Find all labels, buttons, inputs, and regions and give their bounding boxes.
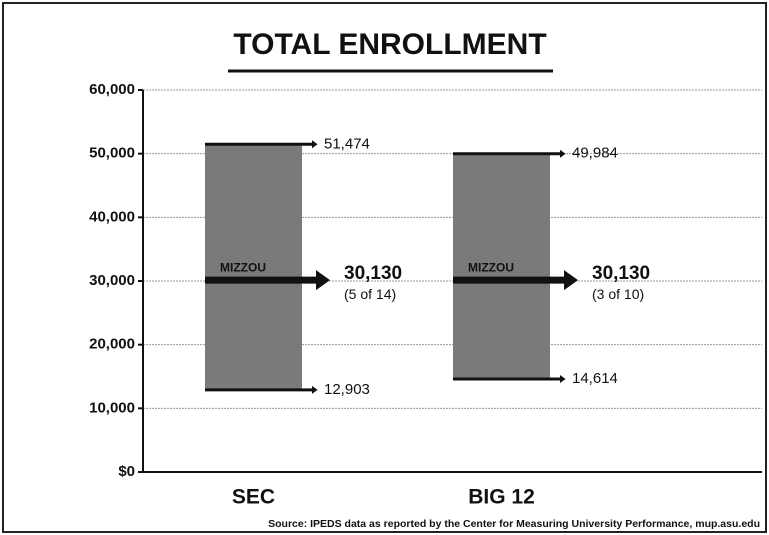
value-label: 49,984	[572, 145, 618, 162]
value-label: 12,903	[324, 381, 370, 398]
y-tick-label: 10,000	[89, 399, 135, 416]
range-end-arrow	[560, 149, 566, 158]
range-end-arrow	[560, 374, 566, 383]
y-tick-label: 40,000	[89, 208, 135, 225]
mizzou-rank-label: (5 of 14)	[344, 286, 396, 302]
y-tick-label: $0	[118, 463, 135, 480]
x-tick-label: BIG 12	[468, 486, 535, 509]
mizzou-label: MIZZOU	[468, 260, 514, 274]
mizzou-value-label: 30,130	[344, 263, 402, 284]
mizzou-arrowhead	[316, 270, 330, 291]
range-end-arrow	[312, 140, 318, 149]
chart-title: TOTAL ENROLLMENT	[233, 28, 546, 61]
mizzou-value-label: 30,130	[592, 263, 650, 284]
mizzou-arrowhead	[564, 270, 578, 291]
mizzou-rank-label: (3 of 10)	[592, 286, 644, 302]
x-tick-label: SEC	[232, 486, 275, 509]
value-label: 14,614	[572, 370, 618, 387]
y-tick-label: 30,000	[89, 272, 135, 289]
y-tick-label: 20,000	[89, 336, 135, 353]
source-note: Source: IPEDS data as reported by the Ce…	[268, 518, 760, 530]
range-bar	[205, 144, 302, 390]
mizzou-label: MIZZOU	[220, 260, 266, 274]
y-tick-label: 60,000	[89, 81, 135, 98]
range-end-arrow	[312, 385, 318, 394]
value-label: 51,474	[324, 135, 370, 152]
range-bar	[453, 153, 550, 379]
y-tick-label: 50,000	[89, 145, 135, 162]
